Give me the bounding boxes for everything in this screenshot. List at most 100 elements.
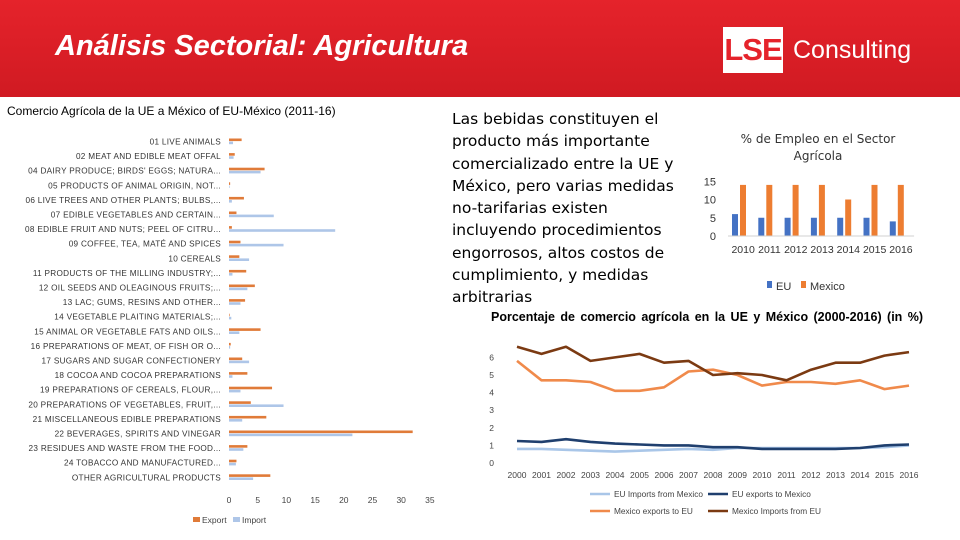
import-bar xyxy=(229,229,336,232)
import-bar xyxy=(229,462,236,466)
y-tick-label: 1 xyxy=(489,440,494,450)
y-tick-label: 2 xyxy=(489,423,494,433)
import-bar xyxy=(229,156,234,159)
category-label: 21 MISCELLANEOUS EDIBLE PREPARATIONS xyxy=(33,415,222,424)
legend-label-3: Mexico Imports from EU xyxy=(732,506,821,516)
x-tick-label: 2004 xyxy=(606,470,625,480)
x-tick-label: 20 xyxy=(339,495,349,505)
x-tick-label: 30 xyxy=(396,495,406,505)
legend-label-mexico: Mexico xyxy=(810,281,845,293)
mexico-bar xyxy=(766,184,773,236)
category-label: 02 MEAT AND EDIBLE MEAT OFFAL xyxy=(76,152,221,161)
series-line-1 xyxy=(516,437,910,451)
x-tick-label: 2000 xyxy=(508,470,527,480)
series-line-3 xyxy=(516,345,910,382)
x-tick-label: 2014 xyxy=(851,470,870,480)
export-bar xyxy=(229,459,237,463)
mexico-bar xyxy=(845,199,852,236)
legend-swatch-eu xyxy=(767,281,772,288)
category-label: 18 COCOA AND COCOA PREPARATIONS xyxy=(55,371,222,380)
export-bar xyxy=(229,182,231,185)
export-bar xyxy=(229,138,242,142)
export-bar xyxy=(229,342,231,346)
export-bar xyxy=(229,299,246,302)
x-tick-label: 2015 xyxy=(863,244,887,256)
import-bar xyxy=(229,331,240,334)
category-label: 20 PREPARATIONS OF VEGETABLES, FRUIT,... xyxy=(28,400,221,409)
lse-logo-box: LSE xyxy=(723,27,783,73)
x-tick-label: 2013 xyxy=(826,470,845,480)
legend-label-1: EU exports to Mexico xyxy=(732,489,811,499)
eu-bar xyxy=(837,217,844,236)
mexico-bar xyxy=(871,184,878,236)
x-tick-label: 2002 xyxy=(557,470,576,480)
eu-bar xyxy=(732,214,738,236)
export-bar xyxy=(229,269,247,273)
x-tick-label: 2005 xyxy=(630,470,649,480)
import-bar xyxy=(229,419,243,422)
x-tick-label: 2016 xyxy=(889,244,913,256)
import-bar xyxy=(229,170,261,174)
import-bar xyxy=(229,316,232,320)
export-bar xyxy=(229,372,248,375)
export-bar xyxy=(229,474,271,477)
x-tick-label: 2012 xyxy=(802,470,821,480)
y-tick-label: 0 xyxy=(710,231,716,243)
trade-share-line-chart: 0 1 2 3 4 5 6 2000 2001 2002 2003 2004 2005 2006 2007 2… xyxy=(489,345,919,516)
category-label: 15 ANIMAL OR VEGETABLE FATS AND OILS... xyxy=(34,327,221,336)
y-tick-label: 4 xyxy=(489,388,494,398)
eu-bar xyxy=(810,217,817,236)
import-bar xyxy=(229,214,274,218)
category-label: 07 EDIBLE VEGETABLES AND CERTAIN... xyxy=(51,211,221,220)
mexico-bar xyxy=(740,184,746,236)
narrative-text: Las bebidas constituyen el producto más … xyxy=(452,110,674,307)
eu-bar xyxy=(889,221,896,236)
legend-label-export: Export xyxy=(202,515,227,525)
category-label: 12 OIL SEEDS AND OLEAGINOUS FRUITS;... xyxy=(39,284,221,293)
header-banner: Análisis Sectorial: Agricultura LSE Cons… xyxy=(0,0,960,97)
y-tick-label: 10 xyxy=(704,195,716,207)
lse-consulting-logo: LSE Consulting xyxy=(723,27,911,73)
import-bar xyxy=(229,185,230,188)
legend-label-import: Import xyxy=(242,515,267,525)
x-tick-label: 2011 xyxy=(777,470,796,480)
import-bar xyxy=(229,258,250,261)
category-label: 19 PREPARATIONS OF CEREALS, FLOUR,... xyxy=(40,386,221,395)
import-bar xyxy=(229,448,244,451)
export-bar xyxy=(229,284,255,288)
category-label: 17 SUGARS AND SUGAR CONFECTIONERY xyxy=(42,357,222,366)
x-tick-label: 2009 xyxy=(728,470,747,480)
export-bar xyxy=(229,313,230,317)
x-tick-label: 2011 xyxy=(758,244,781,256)
x-tick-label: 2013 xyxy=(810,244,834,256)
x-tick-label: 25 xyxy=(368,495,378,505)
import-bar xyxy=(229,346,231,349)
logo-consulting-text: Consulting xyxy=(793,35,912,64)
import-bar xyxy=(229,141,234,145)
export-bar xyxy=(229,328,261,331)
eu-bar xyxy=(863,217,870,236)
export-bar xyxy=(229,357,243,361)
category-label: 23 RESIDUES AND WASTE FROM THE FOOD... xyxy=(29,444,221,453)
trade-share-chart-title: Porcentaje de comercio agrícola en la UE… xyxy=(491,310,923,324)
y-tick-label: 5 xyxy=(489,370,494,380)
legend-label-0: EU Imports from Mexico xyxy=(614,489,703,499)
category-label: 13 LAC; GUMS, RESINS AND OTHER... xyxy=(63,298,221,307)
trade-chart-title: Comercio Agrícola de la UE a México of E… xyxy=(7,104,336,118)
x-tick-label: 2016 xyxy=(900,470,919,480)
category-label: 04 DAIRY PRODUCE; BIRDS' EGGS; NATURA... xyxy=(28,167,221,176)
x-tick-label: 2014 xyxy=(837,244,861,256)
x-tick-label: 2003 xyxy=(581,470,600,480)
export-bar xyxy=(229,196,244,200)
category-label: 22 BEVERAGES, SPIRITS AND VINEGAR xyxy=(55,430,221,439)
employment-bar-chart: 15 10 5 0 2010 2011 2012 2013 2014 2015 2016 EU Mexi… xyxy=(704,176,915,293)
x-tick-label: 35 xyxy=(425,495,435,505)
export-bar xyxy=(229,167,265,171)
x-tick-label: 2008 xyxy=(704,470,723,480)
category-label: 08 EDIBLE FRUIT AND NUTS; PEEL OF CITRU.… xyxy=(25,225,221,234)
export-bar xyxy=(229,386,273,390)
legend-swatch-import xyxy=(233,517,240,522)
export-bar xyxy=(229,401,251,404)
export-bar xyxy=(229,445,248,448)
export-bar xyxy=(229,430,413,434)
